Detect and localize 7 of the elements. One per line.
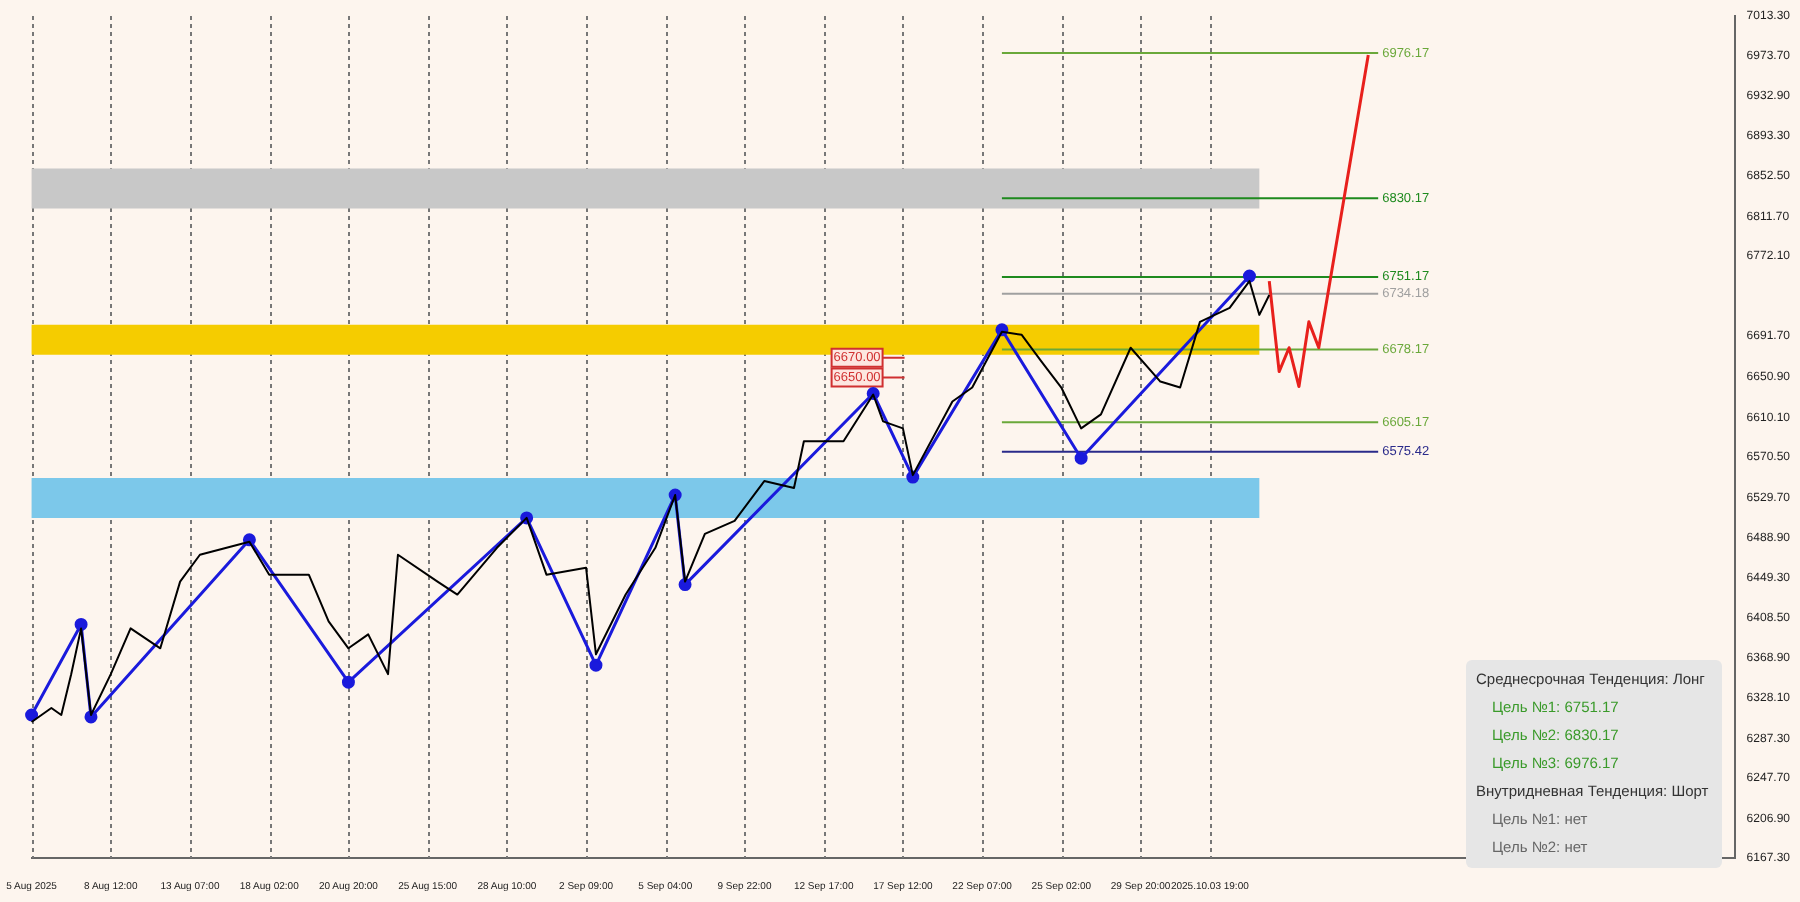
point [678,578,692,592]
point [1242,269,1256,283]
point [25,708,39,722]
point [74,617,88,631]
point [589,658,603,672]
point [1074,451,1088,465]
point [341,675,355,689]
